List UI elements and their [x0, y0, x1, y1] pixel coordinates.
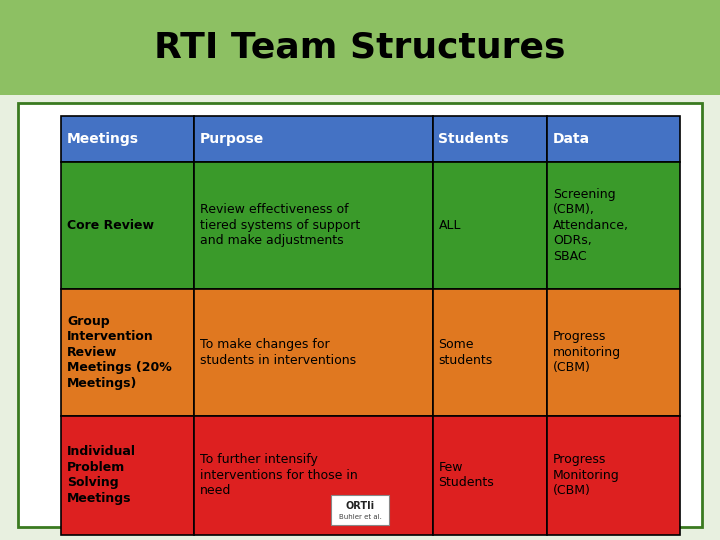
Text: Progress
monitoring
(CBM): Progress monitoring (CBM) [553, 330, 621, 374]
FancyBboxPatch shape [18, 103, 702, 526]
Text: Data: Data [553, 132, 590, 146]
Text: Meetings: Meetings [67, 132, 139, 146]
Text: To make changes for
students in interventions: To make changes for students in interven… [200, 338, 356, 367]
FancyBboxPatch shape [547, 416, 680, 535]
Text: Buhler et al.: Buhler et al. [338, 515, 382, 521]
FancyBboxPatch shape [0, 0, 720, 94]
FancyBboxPatch shape [547, 289, 680, 416]
FancyBboxPatch shape [433, 416, 547, 535]
Text: Few
Students: Few Students [438, 461, 494, 489]
Text: Students: Students [438, 132, 509, 146]
FancyBboxPatch shape [61, 416, 194, 535]
FancyBboxPatch shape [331, 495, 389, 525]
Text: Review effectiveness of
tiered systems of support
and make adjustments: Review effectiveness of tiered systems o… [200, 204, 360, 247]
Text: Progress
Monitoring
(CBM): Progress Monitoring (CBM) [553, 453, 620, 497]
Text: To further intensify
interventions for those in
need: To further intensify interventions for t… [200, 453, 358, 497]
Text: Purpose: Purpose [200, 132, 264, 146]
FancyBboxPatch shape [433, 162, 547, 289]
Text: RTI Team Structures: RTI Team Structures [154, 30, 566, 64]
FancyBboxPatch shape [194, 162, 433, 289]
FancyBboxPatch shape [61, 116, 194, 162]
FancyBboxPatch shape [61, 289, 194, 416]
FancyBboxPatch shape [433, 116, 547, 162]
Text: Core Review: Core Review [67, 219, 154, 232]
Text: Individual
Problem
Solving
Meetings: Individual Problem Solving Meetings [67, 446, 136, 505]
Text: Screening
(CBM),
Attendance,
ODRs,
SBAC: Screening (CBM), Attendance, ODRs, SBAC [553, 188, 629, 263]
FancyBboxPatch shape [61, 162, 194, 289]
Text: ORTIi: ORTIi [346, 501, 374, 511]
FancyBboxPatch shape [433, 289, 547, 416]
FancyBboxPatch shape [547, 116, 680, 162]
Text: Group
Intervention
Review
Meetings (20%
Meetings): Group Intervention Review Meetings (20% … [67, 315, 171, 390]
FancyBboxPatch shape [194, 289, 433, 416]
Text: ALL: ALL [438, 219, 461, 232]
FancyBboxPatch shape [194, 116, 433, 162]
FancyBboxPatch shape [194, 416, 433, 535]
FancyBboxPatch shape [547, 162, 680, 289]
Text: Some
students: Some students [438, 338, 492, 367]
